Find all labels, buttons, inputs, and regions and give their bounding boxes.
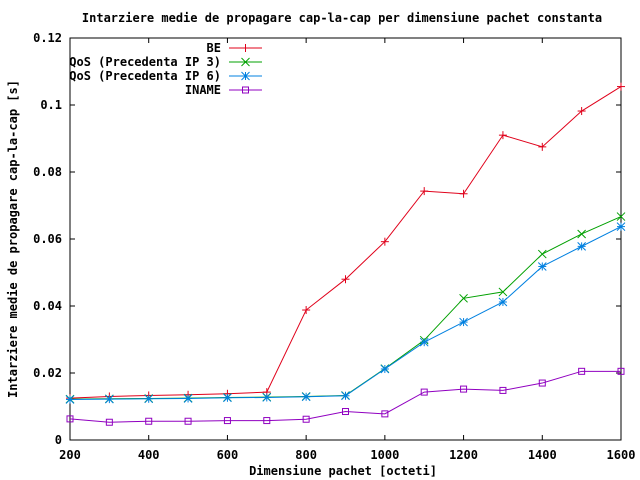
data-point <box>380 364 390 374</box>
y-tick-label: 0.12 <box>33 31 62 45</box>
data-point <box>419 337 429 347</box>
data-point <box>341 391 350 401</box>
y-tick-label: 0.06 <box>33 232 62 246</box>
x-tick-label: 200 <box>59 448 81 462</box>
data-point <box>459 293 468 303</box>
data-point <box>577 229 586 239</box>
data-point <box>341 275 350 284</box>
data-point <box>537 262 547 271</box>
data-point <box>617 82 625 91</box>
data-point <box>342 408 349 416</box>
data-point <box>262 393 272 402</box>
y-tick-label: 0.1 <box>40 98 62 112</box>
y-axis-label: Intarziere medie de propagare cap-la-cap… <box>6 80 20 398</box>
data-point <box>459 317 468 327</box>
data-point <box>498 297 508 307</box>
data-point <box>302 306 311 315</box>
data-point <box>65 395 75 404</box>
series-lines <box>65 82 626 426</box>
series-qos-precedenta-ip-3 <box>65 212 626 404</box>
data-point <box>537 249 547 259</box>
data-point <box>617 367 625 375</box>
series-qos-precedenta-ip-6 <box>65 222 626 404</box>
data-point <box>578 367 586 375</box>
data-point <box>241 44 250 52</box>
data-point <box>302 415 310 423</box>
series-line <box>69 370 621 423</box>
legend-label: QoS (Precedenta IP 3) <box>69 55 221 69</box>
data-point <box>616 222 626 231</box>
series-be <box>66 82 625 403</box>
data-point <box>242 86 249 94</box>
data-point <box>301 392 311 402</box>
data-point <box>499 386 507 394</box>
data-point <box>66 415 74 423</box>
data-point <box>184 417 192 425</box>
data-point <box>420 187 429 196</box>
legend-label: BE <box>207 41 221 55</box>
series-line <box>69 86 622 399</box>
data-point <box>538 379 546 387</box>
legend-label: QoS (Precedenta IP 6) <box>69 69 221 83</box>
x-tick-label: 800 <box>295 448 317 462</box>
y-tick-label: 0.02 <box>33 366 62 380</box>
data-point <box>420 388 428 396</box>
data-point <box>381 410 389 418</box>
data-point <box>577 242 586 251</box>
x-tick-label: 1000 <box>370 448 399 462</box>
data-point <box>498 287 508 297</box>
x-tick-label: 400 <box>138 448 160 462</box>
y-tick-label: 0.04 <box>33 299 62 313</box>
y-tick-label: 0.08 <box>33 165 62 179</box>
data-point <box>616 212 626 221</box>
data-point <box>577 107 586 116</box>
data-point <box>460 385 468 393</box>
data-point <box>105 418 113 426</box>
data-point <box>498 131 507 140</box>
data-point <box>538 142 547 151</box>
data-point <box>380 237 389 246</box>
y-tick-label: 0 <box>55 433 62 447</box>
x-tick-label: 600 <box>217 448 239 462</box>
data-point <box>241 71 250 81</box>
data-point <box>105 394 114 404</box>
x-tick-label: 1400 <box>528 448 557 462</box>
data-point <box>241 57 250 67</box>
data-point <box>223 417 231 425</box>
series-line <box>69 216 622 400</box>
data-point <box>459 189 468 198</box>
x-tick-label: 1200 <box>449 448 478 462</box>
data-point <box>183 394 193 403</box>
series-iname <box>66 367 625 426</box>
x-tick-label: 1600 <box>607 448 636 462</box>
data-point <box>263 417 271 425</box>
axis-ticks: 200 400 600 800 1000 1200 1400 1600 0 0.02 0.04 0.0… <box>33 31 635 462</box>
plot-frame <box>69 37 622 441</box>
data-point <box>144 394 154 404</box>
data-point <box>145 417 153 425</box>
legend-label: INAME <box>185 83 221 97</box>
data-point <box>223 393 232 403</box>
x-axis-label: Dimensiune pachet [octeti] <box>249 464 437 478</box>
chart-title: Intarziere medie de propagare cap-la-cap… <box>82 11 602 25</box>
series-line <box>69 226 622 400</box>
